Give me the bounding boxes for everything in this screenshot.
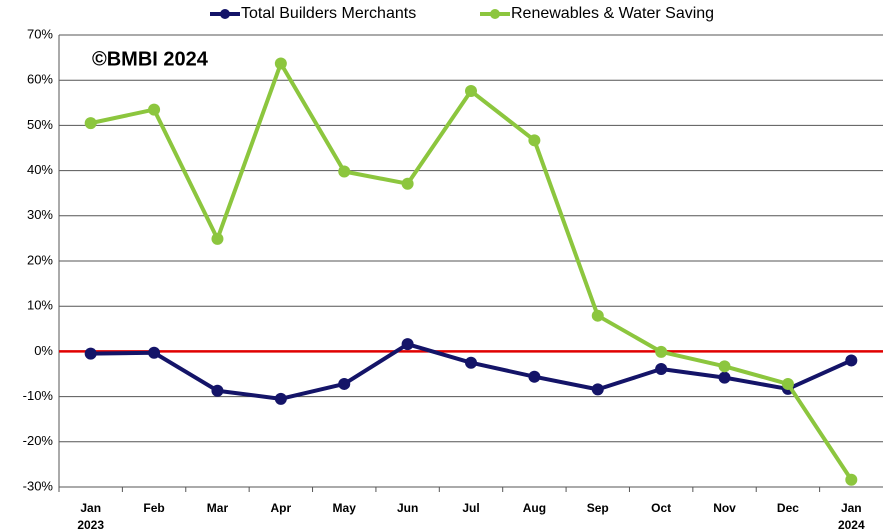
y-tick-label: -20% (23, 433, 54, 448)
y-tick-label: 60% (27, 72, 53, 87)
x-tick-label: Mar (207, 501, 229, 515)
data-point (274, 392, 287, 405)
y-tick-label: 40% (27, 162, 53, 177)
x-tick-label: Sep (587, 501, 609, 515)
data-point (845, 473, 858, 486)
legend-label: Renewables & Water Saving (511, 5, 714, 22)
y-tick-label: 0% (34, 343, 53, 358)
y-tick-label: -30% (23, 478, 54, 493)
x-tick-label: Dec (777, 501, 799, 515)
data-point (274, 57, 287, 70)
legend-label: Total Builders Merchants (241, 5, 416, 22)
data-point (718, 360, 731, 373)
x-tick-label: Oct (651, 501, 671, 515)
data-point (211, 232, 224, 245)
x-tick-label: Aug (523, 501, 546, 515)
data-point (401, 177, 414, 190)
legend-marker (490, 9, 500, 19)
x-tick-label: Jan 2023 (77, 501, 104, 532)
data-point (781, 377, 794, 390)
data-point (401, 338, 414, 351)
data-point (84, 117, 97, 130)
data-point (338, 165, 351, 178)
data-point (528, 370, 541, 383)
series-line (90, 61, 853, 481)
data-point (148, 346, 161, 359)
x-tick-label: May (333, 501, 357, 515)
y-tick-label: 30% (27, 207, 53, 222)
data-point (465, 356, 477, 369)
data-point (655, 363, 668, 376)
x-tick-label: Apr (271, 501, 292, 515)
data-point (655, 345, 668, 358)
x-tick-label: Jul (462, 501, 479, 515)
x-tick-label: Jan 2024 (838, 501, 865, 532)
data-point (211, 384, 224, 397)
data-point (148, 103, 161, 116)
data-point (591, 383, 604, 396)
y-tick-label: 70% (27, 26, 53, 41)
data-point (338, 377, 351, 390)
annotation: ©BMBI 2024 (92, 48, 209, 70)
data-point (465, 85, 477, 98)
legend-marker (220, 9, 230, 19)
x-tick-label: Feb (143, 501, 164, 515)
data-point (591, 309, 604, 322)
data-point (84, 347, 97, 360)
y-tick-label: -10% (23, 388, 54, 403)
y-tick-label: 50% (27, 117, 53, 132)
x-tick-label: Nov (713, 501, 736, 515)
data-point (845, 354, 858, 367)
data-point (528, 134, 541, 147)
x-tick-label: Jun (397, 501, 418, 515)
y-tick-label: 20% (27, 252, 53, 267)
y-tick-label: 10% (27, 298, 53, 313)
data-point (718, 371, 731, 384)
